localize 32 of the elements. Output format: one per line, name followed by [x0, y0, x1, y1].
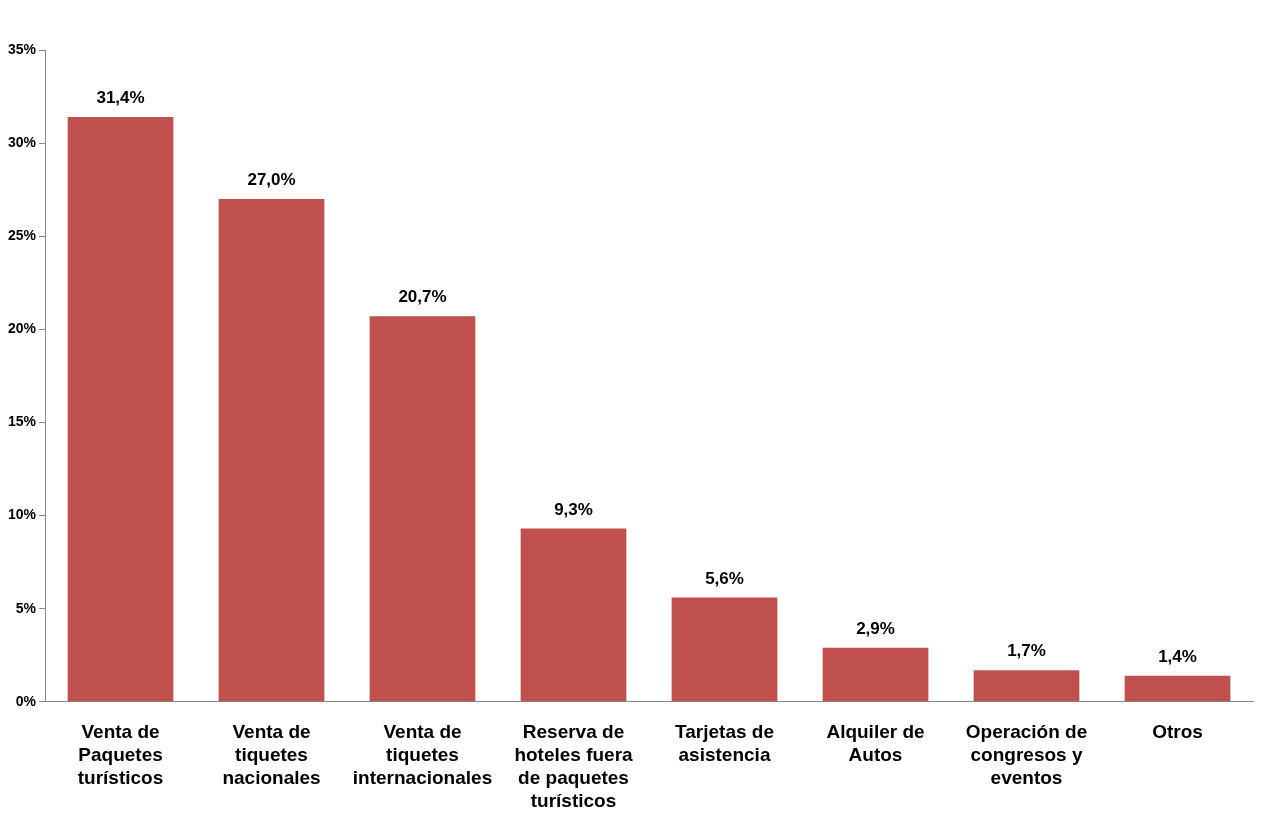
x-tick-label: Venta de tiquetes internacionales — [352, 721, 493, 789]
y-tick-label: 25% — [7, 227, 37, 244]
x-tick-label: Tarjetas de asistencia — [675, 721, 774, 766]
bar — [822, 647, 929, 702]
x-tick-label: Venta de Paquetes turísticos — [77, 721, 164, 789]
x-tick-label: Otros — [1152, 721, 1203, 743]
y-tick-label: 30% — [7, 133, 37, 150]
y-tick-label: 0% — [15, 692, 37, 709]
y-tick-label: 5% — [15, 599, 37, 616]
x-tick-label: Venta de tiquetes nacionales — [222, 721, 321, 789]
bar — [1124, 675, 1231, 702]
bar — [67, 117, 174, 702]
y-tick-label: 10% — [7, 506, 37, 523]
data-label: 1,7% — [1007, 641, 1046, 661]
bar — [671, 597, 778, 702]
y-tick-label: 15% — [7, 413, 37, 430]
data-label: 5,6% — [705, 568, 744, 588]
data-label: 9,3% — [554, 499, 593, 519]
data-label: 1,4% — [1158, 646, 1197, 666]
bar — [973, 670, 1080, 702]
bar — [520, 528, 627, 702]
y-tick-label: 20% — [7, 320, 37, 337]
bar — [218, 198, 325, 702]
data-label: 2,9% — [856, 618, 895, 638]
data-label: 27,0% — [247, 170, 296, 190]
x-tick-label: Alquiler de Autos — [826, 721, 925, 766]
x-tick-label: Operación de congresos y eventos — [965, 721, 1088, 789]
bar — [369, 316, 476, 702]
data-label: 31,4% — [96, 88, 145, 108]
y-tick-label: 35% — [7, 40, 37, 57]
data-label: 20,7% — [398, 287, 447, 307]
x-tick-label: Reserva de hoteles fuera de paquetes turísticos — [514, 721, 634, 811]
